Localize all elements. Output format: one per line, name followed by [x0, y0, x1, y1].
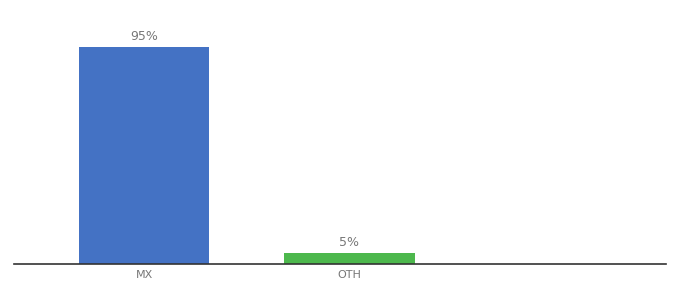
Text: 5%: 5% — [339, 236, 359, 249]
Bar — [284, 253, 415, 264]
Bar — [79, 47, 209, 264]
Text: 95%: 95% — [131, 30, 158, 44]
